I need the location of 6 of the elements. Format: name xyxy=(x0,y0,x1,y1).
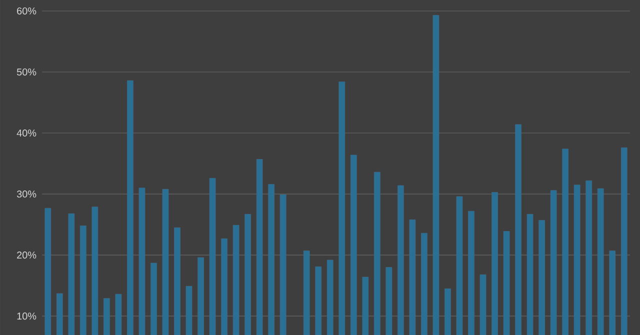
y-tick-label: 40% xyxy=(16,129,36,136)
y-tick-label: 30% xyxy=(16,190,36,198)
y-tick-label: 50% xyxy=(16,68,36,76)
y-tick-label: 60% xyxy=(17,7,36,14)
y-tick-label: 10% xyxy=(17,312,36,320)
y-tick-label: 20% xyxy=(17,251,36,259)
